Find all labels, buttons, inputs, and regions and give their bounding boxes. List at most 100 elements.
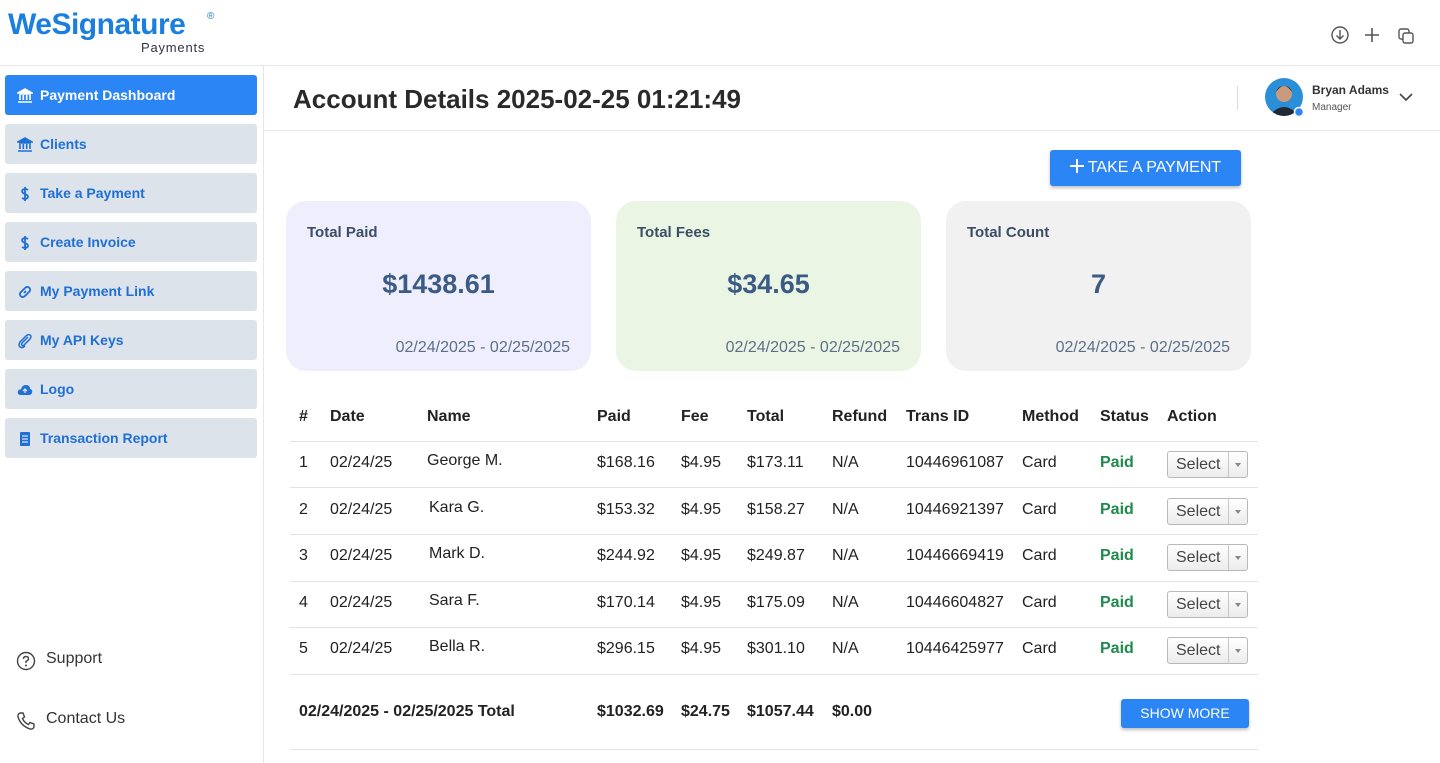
action-select[interactable]: Select	[1167, 544, 1248, 571]
user-role: Manager	[1312, 102, 1352, 113]
divider	[1237, 86, 1238, 110]
nav-label: Transaction Report	[40, 430, 168, 446]
select-caret	[1228, 452, 1247, 477]
row-divider	[290, 533, 1258, 535]
column-header: Trans ID	[906, 408, 970, 425]
table-cell: 10446669419	[906, 547, 1004, 564]
top-icons[interactable]	[1325, 23, 1425, 47]
column-header: Fee	[681, 408, 709, 425]
select-label: Select	[1176, 642, 1221, 659]
summary-card: Total Count 7 02/24/2025 - 02/25/2025	[946, 201, 1251, 371]
caret-icon	[1235, 509, 1241, 514]
caret-icon	[1235, 602, 1241, 607]
card-label: Total Paid	[307, 224, 378, 241]
table-cell: Mark D.	[429, 545, 485, 562]
nav-item[interactable]: Payment Dashboard	[5, 75, 257, 115]
table-cell: 5	[299, 640, 308, 657]
action-select[interactable]: Select	[1167, 497, 1248, 525]
table-cell: Sara F.	[429, 591, 480, 609]
table-cell: 2	[299, 500, 308, 518]
nav-item[interactable]: My Payment Link	[5, 271, 257, 311]
status: Paid	[1100, 454, 1134, 471]
take-payment-button[interactable]: TAKE A PAYMENT	[1050, 150, 1241, 186]
table-cell: $4.95	[681, 640, 722, 657]
card-range: 02/24/2025 - 02/25/2025	[1055, 339, 1230, 356]
table-cell: 02/24/25	[330, 500, 393, 518]
column-header: Total	[747, 408, 785, 425]
nav-label: Take a Payment	[40, 185, 145, 201]
column-header: Action	[1167, 408, 1217, 425]
table-cell: George M.	[427, 452, 503, 469]
page-title: Account Details 2025-02-25 01:21:49	[293, 84, 742, 114]
table-cell: $153.32	[597, 500, 655, 518]
nav-item[interactable]: Take a Payment	[5, 173, 257, 213]
avatar[interactable]	[1265, 78, 1307, 120]
table-cell: $249.87	[747, 547, 805, 564]
table-bottom	[290, 749, 1258, 750]
summary-card: Total Fees $34.65 02/24/2025 - 02/25/2025	[616, 201, 921, 371]
select-label: Select	[1176, 549, 1221, 566]
registered-mark: ®	[207, 11, 215, 22]
footer-link[interactable]: Contact Us	[46, 710, 126, 727]
table-cell: 02/24/25	[330, 454, 393, 471]
column-header: Date	[330, 408, 365, 425]
total-cell: $0.00	[832, 703, 873, 720]
card-value: 7	[1090, 269, 1107, 299]
action-select[interactable]: Select	[1167, 451, 1248, 478]
status: Paid	[1100, 593, 1134, 611]
nav-icon	[18, 286, 32, 298]
row-divider	[290, 441, 1258, 442]
total-cell: $1032.69	[597, 703, 664, 720]
table-cell: $175.09	[747, 593, 805, 611]
column-header: #	[299, 408, 308, 425]
status: Paid	[1100, 640, 1134, 657]
footer-icon	[17, 712, 35, 730]
select-caret	[1228, 545, 1247, 570]
title-bar	[264, 66, 1440, 131]
status: Paid	[1100, 500, 1134, 518]
nav-label: Payment Dashboard	[40, 87, 176, 103]
user-name: Bryan Adams	[1312, 83, 1389, 97]
table-cell: 10446921397	[906, 500, 1004, 518]
row-divider	[290, 580, 1258, 582]
table-cell: 10446604827	[906, 593, 1004, 611]
table-cell: 3	[299, 547, 308, 564]
action-select[interactable]: Select	[1167, 590, 1248, 618]
table-cell: 4	[299, 593, 308, 611]
user-menu-caret[interactable]	[1398, 91, 1414, 103]
nav-icon	[20, 432, 30, 446]
table-cell: 02/24/25	[330, 640, 393, 657]
column-header: Paid	[597, 408, 631, 425]
total-cell: 02/24/2025 - 02/25/2025 Total	[299, 703, 515, 720]
total-cell: $24.75	[681, 703, 730, 720]
select-caret	[1228, 591, 1247, 617]
table-cell: $158.27	[747, 500, 805, 518]
nav-item[interactable]: Create Invoice	[5, 222, 257, 262]
nav-item[interactable]: My API Keys	[5, 320, 257, 360]
column-header: Status	[1100, 408, 1149, 425]
column-header: Refund	[832, 408, 888, 425]
table-cell: N/A	[832, 640, 859, 657]
table-cell: 02/24/25	[330, 593, 393, 611]
nav-item[interactable]: Clients	[5, 124, 257, 164]
nav-item[interactable]: Transaction Report	[5, 418, 257, 458]
card-value: $34.65	[727, 269, 810, 299]
table-cell: N/A	[832, 593, 859, 611]
table-cell: Card	[1022, 593, 1057, 611]
action-select[interactable]: Select	[1167, 637, 1248, 664]
table-cell: Card	[1022, 454, 1057, 471]
show-more-button[interactable]: SHOW MORE	[1121, 699, 1249, 728]
nav-icon	[21, 187, 29, 201]
column-header: Name	[427, 408, 471, 425]
select-label: Select	[1176, 595, 1221, 613]
nav-label: Clients	[40, 136, 87, 152]
nav-icon	[17, 137, 33, 152]
brand: WeSignature	[8, 8, 186, 41]
table-cell: Card	[1022, 547, 1057, 564]
table-cell: $4.95	[681, 547, 722, 564]
nav-item[interactable]: Logo	[5, 369, 257, 409]
table-cell: N/A	[832, 547, 859, 564]
footer-link[interactable]: Support	[46, 650, 103, 667]
select-label: Select	[1176, 502, 1221, 520]
